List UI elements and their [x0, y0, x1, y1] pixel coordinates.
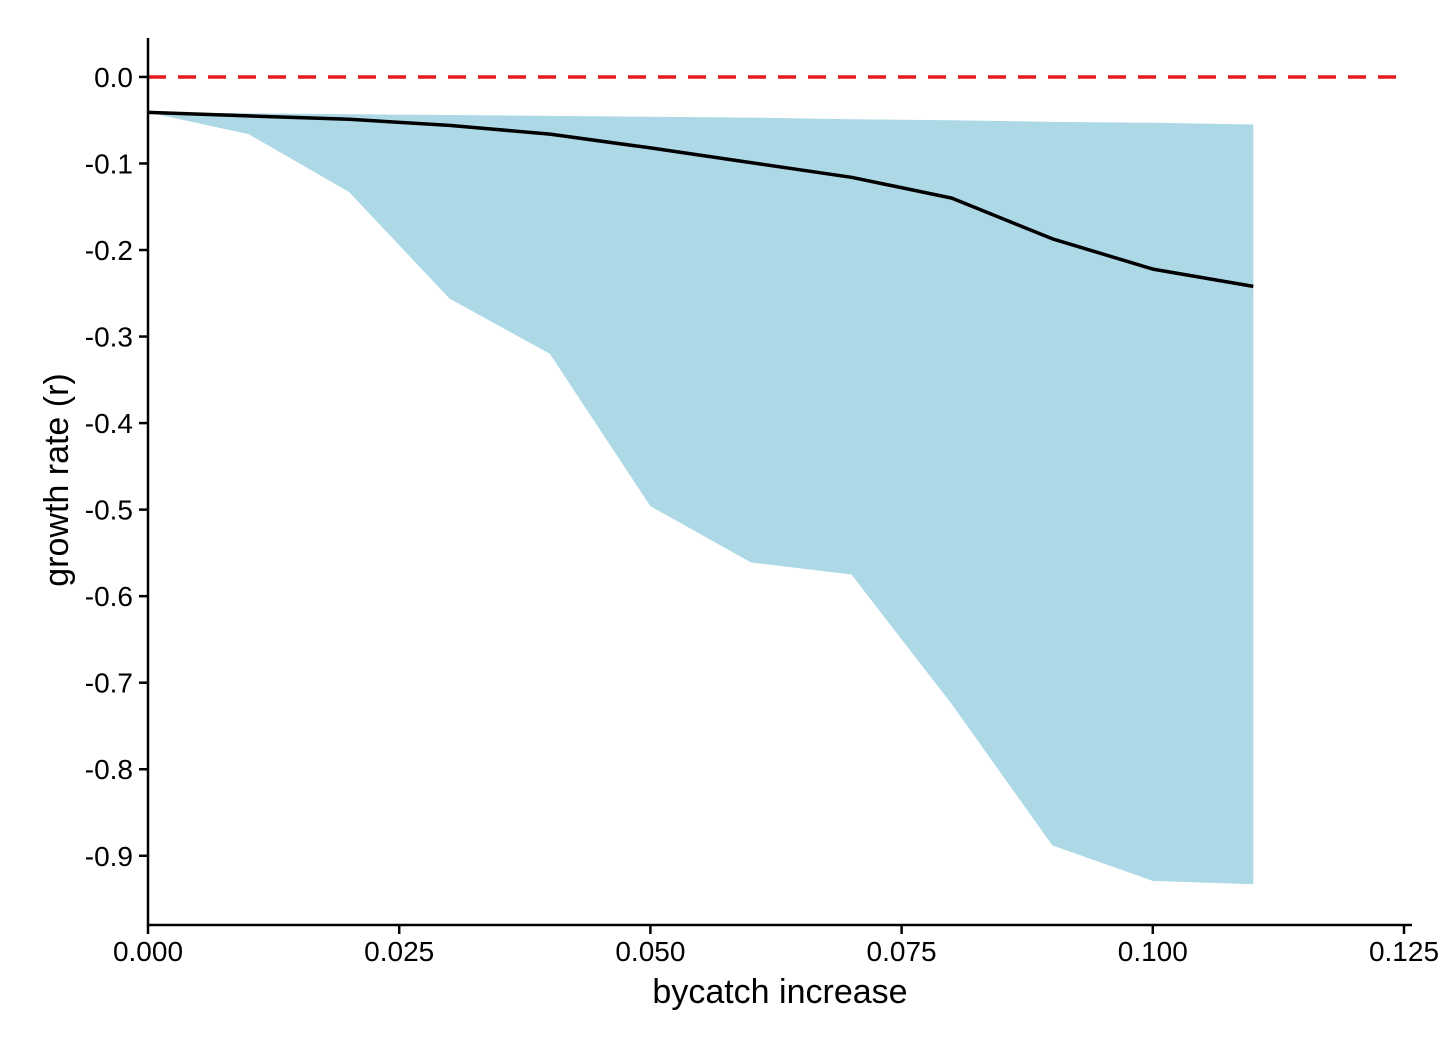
- y-tick-label: -0.9: [85, 841, 133, 872]
- confidence-band: [148, 112, 1254, 885]
- y-tick-label: -0.1: [85, 148, 133, 179]
- x-tick-label: 0.050: [615, 936, 685, 967]
- y-tick-label: -0.5: [85, 495, 133, 526]
- y-tick-label: -0.2: [85, 235, 133, 266]
- y-tick-label: -0.6: [85, 581, 133, 612]
- x-axis-ticks: 0.000 0.025 0.050 0.075 0.100 0.125: [113, 925, 1439, 967]
- x-tick-label: 0.125: [1369, 936, 1439, 967]
- y-tick-label: -0.3: [85, 322, 133, 353]
- x-tick-label: 0.075: [867, 936, 937, 967]
- y-tick-label: -0.7: [85, 668, 133, 699]
- y-axis-title: growth rate (r): [38, 373, 76, 587]
- y-tick-label: 0.0: [94, 62, 133, 93]
- y-tick-label: -0.4: [85, 408, 133, 439]
- series-line-mean: [147, 110, 1254, 289]
- x-tick-label: 0.000: [113, 936, 183, 967]
- x-tick-label: 0.100: [1118, 936, 1188, 967]
- plot-area: [147, 75, 1404, 885]
- x-axis-title: bycatch increase: [652, 973, 907, 1011]
- x-tick-label: 0.025: [364, 936, 434, 967]
- y-tick-label: -0.8: [85, 754, 133, 785]
- y-axis-ticks: 0.0 -0.1 -0.2 -0.3 -0.4 -0.5 -0.6 -0.7 -0.8 -0.9: [85, 62, 148, 872]
